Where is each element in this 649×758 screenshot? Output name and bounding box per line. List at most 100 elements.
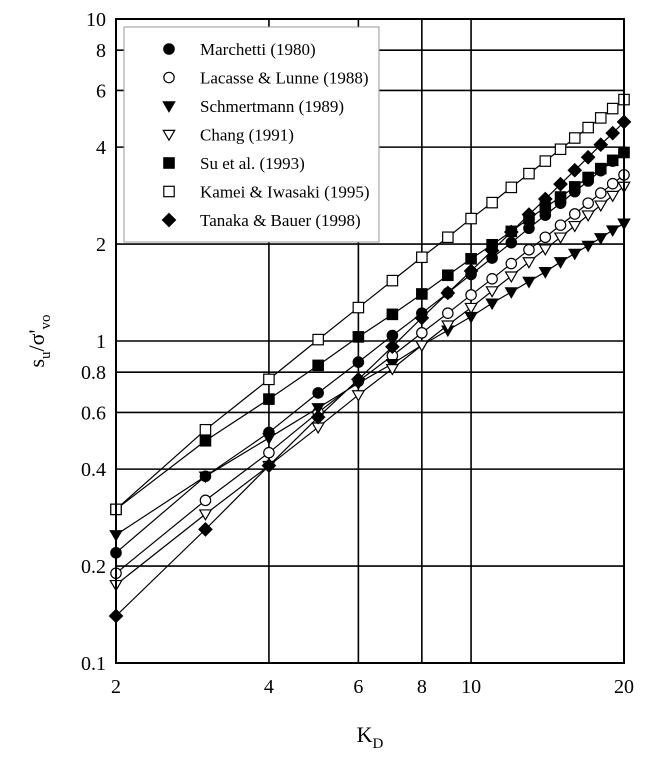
legend-marker: [162, 129, 176, 142]
legend-label: Lacasse & Lunne (1988): [200, 69, 369, 88]
legend-label: Kamei & Iwasaki (1995): [200, 183, 369, 202]
y-tick-label: 0.1: [81, 653, 106, 675]
plot-frame: [115, 18, 625, 664]
legend-label: Schmertmann (1989): [200, 97, 344, 116]
data-point: [505, 181, 518, 194]
data-point: [539, 231, 552, 244]
y-tick-label: 1: [96, 331, 106, 353]
x-axis-label: KD: [357, 722, 384, 752]
data-point: [554, 143, 567, 156]
y-tick-label: 4: [96, 137, 106, 159]
data-point: [312, 359, 324, 372]
data-point: [486, 196, 498, 209]
data-point: [568, 248, 582, 261]
data-point: [582, 197, 594, 209]
legend-marker: [163, 185, 175, 198]
data-point: [263, 446, 275, 459]
legend: Marchetti (1980) Lacasse & Lunne (1988) Sc…: [123, 26, 380, 243]
y-axis-label-sub2: vo: [38, 315, 54, 330]
data-point: [440, 285, 456, 301]
data-point: [199, 494, 212, 507]
data-point: [568, 181, 581, 193]
legend-label: Su et al. (1993): [200, 154, 305, 173]
y-tick-label: 0.8: [81, 362, 106, 384]
data-point: [606, 102, 619, 115]
legend-entry: Schmertmann (1989): [162, 97, 344, 116]
data-point: [593, 233, 608, 245]
y-axis-label: su/σ'vo: [24, 315, 54, 368]
x-tick-label: 10: [461, 676, 481, 698]
data-point: [442, 307, 454, 319]
legend-entry: Tanaka & Bauer (1998): [161, 211, 361, 230]
data-point: [580, 149, 596, 165]
data-point: [568, 220, 582, 233]
y-tick-label: 0.4: [81, 459, 106, 481]
data-point: [465, 212, 477, 225]
data-point: [261, 458, 277, 474]
data-point: [605, 125, 621, 141]
x-tick-label: 4: [264, 676, 274, 698]
data-point: [441, 320, 455, 333]
data-point: [594, 187, 607, 199]
data-point: [593, 137, 609, 153]
y-axis-label-sub: u: [38, 351, 54, 359]
legend-marker: [162, 101, 176, 113]
legend-entry: Su et al. (1993): [163, 154, 305, 173]
data-point: [198, 522, 213, 537]
data-point: [442, 231, 454, 244]
data-point: [352, 356, 365, 368]
data-point: [582, 121, 594, 134]
legend-label: Tanaka & Bauer (1998): [200, 211, 361, 230]
x-axis-label-sub: D: [373, 736, 384, 752]
data-point: [553, 257, 568, 269]
data-point: [416, 251, 428, 264]
y-tick-label: 6: [96, 80, 106, 102]
data-point: [351, 372, 366, 387]
data-point: [523, 167, 535, 180]
data-point: [414, 310, 430, 326]
data-point: [605, 225, 620, 238]
data-point: [484, 243, 500, 258]
data-point: [310, 409, 326, 425]
data-point: [522, 257, 536, 269]
legend-entry: Marchetti (1980): [163, 40, 316, 59]
legend-entry: Chang (1991): [162, 126, 294, 145]
x-tick-label: 2: [111, 676, 121, 698]
data-point: [312, 387, 324, 399]
data-point: [442, 269, 454, 282]
data-point: [464, 302, 478, 315]
legend-marker: [163, 157, 175, 169]
data-point: [581, 240, 595, 253]
y-tick-label: 8: [96, 40, 106, 62]
data-point: [352, 331, 365, 343]
tick-labels: 2 4 6 8 10 20 0.1 0.2 0.4 0.6 0.8 1 2 4 6 8 10: [81, 9, 634, 698]
data-point: [582, 171, 594, 184]
data-point: [523, 243, 535, 256]
x-tick-label: 8: [417, 676, 427, 698]
data-point: [352, 301, 365, 314]
data-point: [385, 339, 400, 355]
data-point: [385, 363, 400, 376]
data-point: [386, 329, 399, 342]
data-point: [504, 287, 519, 299]
data-point: [311, 403, 325, 415]
data-point: [605, 190, 620, 203]
data-point: [503, 224, 519, 240]
series-7: [108, 114, 632, 624]
data-point: [593, 200, 608, 213]
legend-label: Chang (1991): [200, 126, 294, 145]
data-point: [594, 112, 607, 124]
data-point: [553, 232, 568, 245]
data-point: [523, 222, 535, 235]
data-point: [553, 176, 568, 192]
data-point: [521, 207, 537, 222]
data-point: [198, 471, 213, 484]
data-point: [504, 271, 519, 284]
data-point: [568, 132, 581, 144]
x-tick-label: 20: [614, 676, 634, 698]
data-point: [594, 162, 607, 175]
data-point: [263, 393, 275, 405]
data-point: [485, 286, 499, 298]
data-point: [538, 244, 553, 256]
